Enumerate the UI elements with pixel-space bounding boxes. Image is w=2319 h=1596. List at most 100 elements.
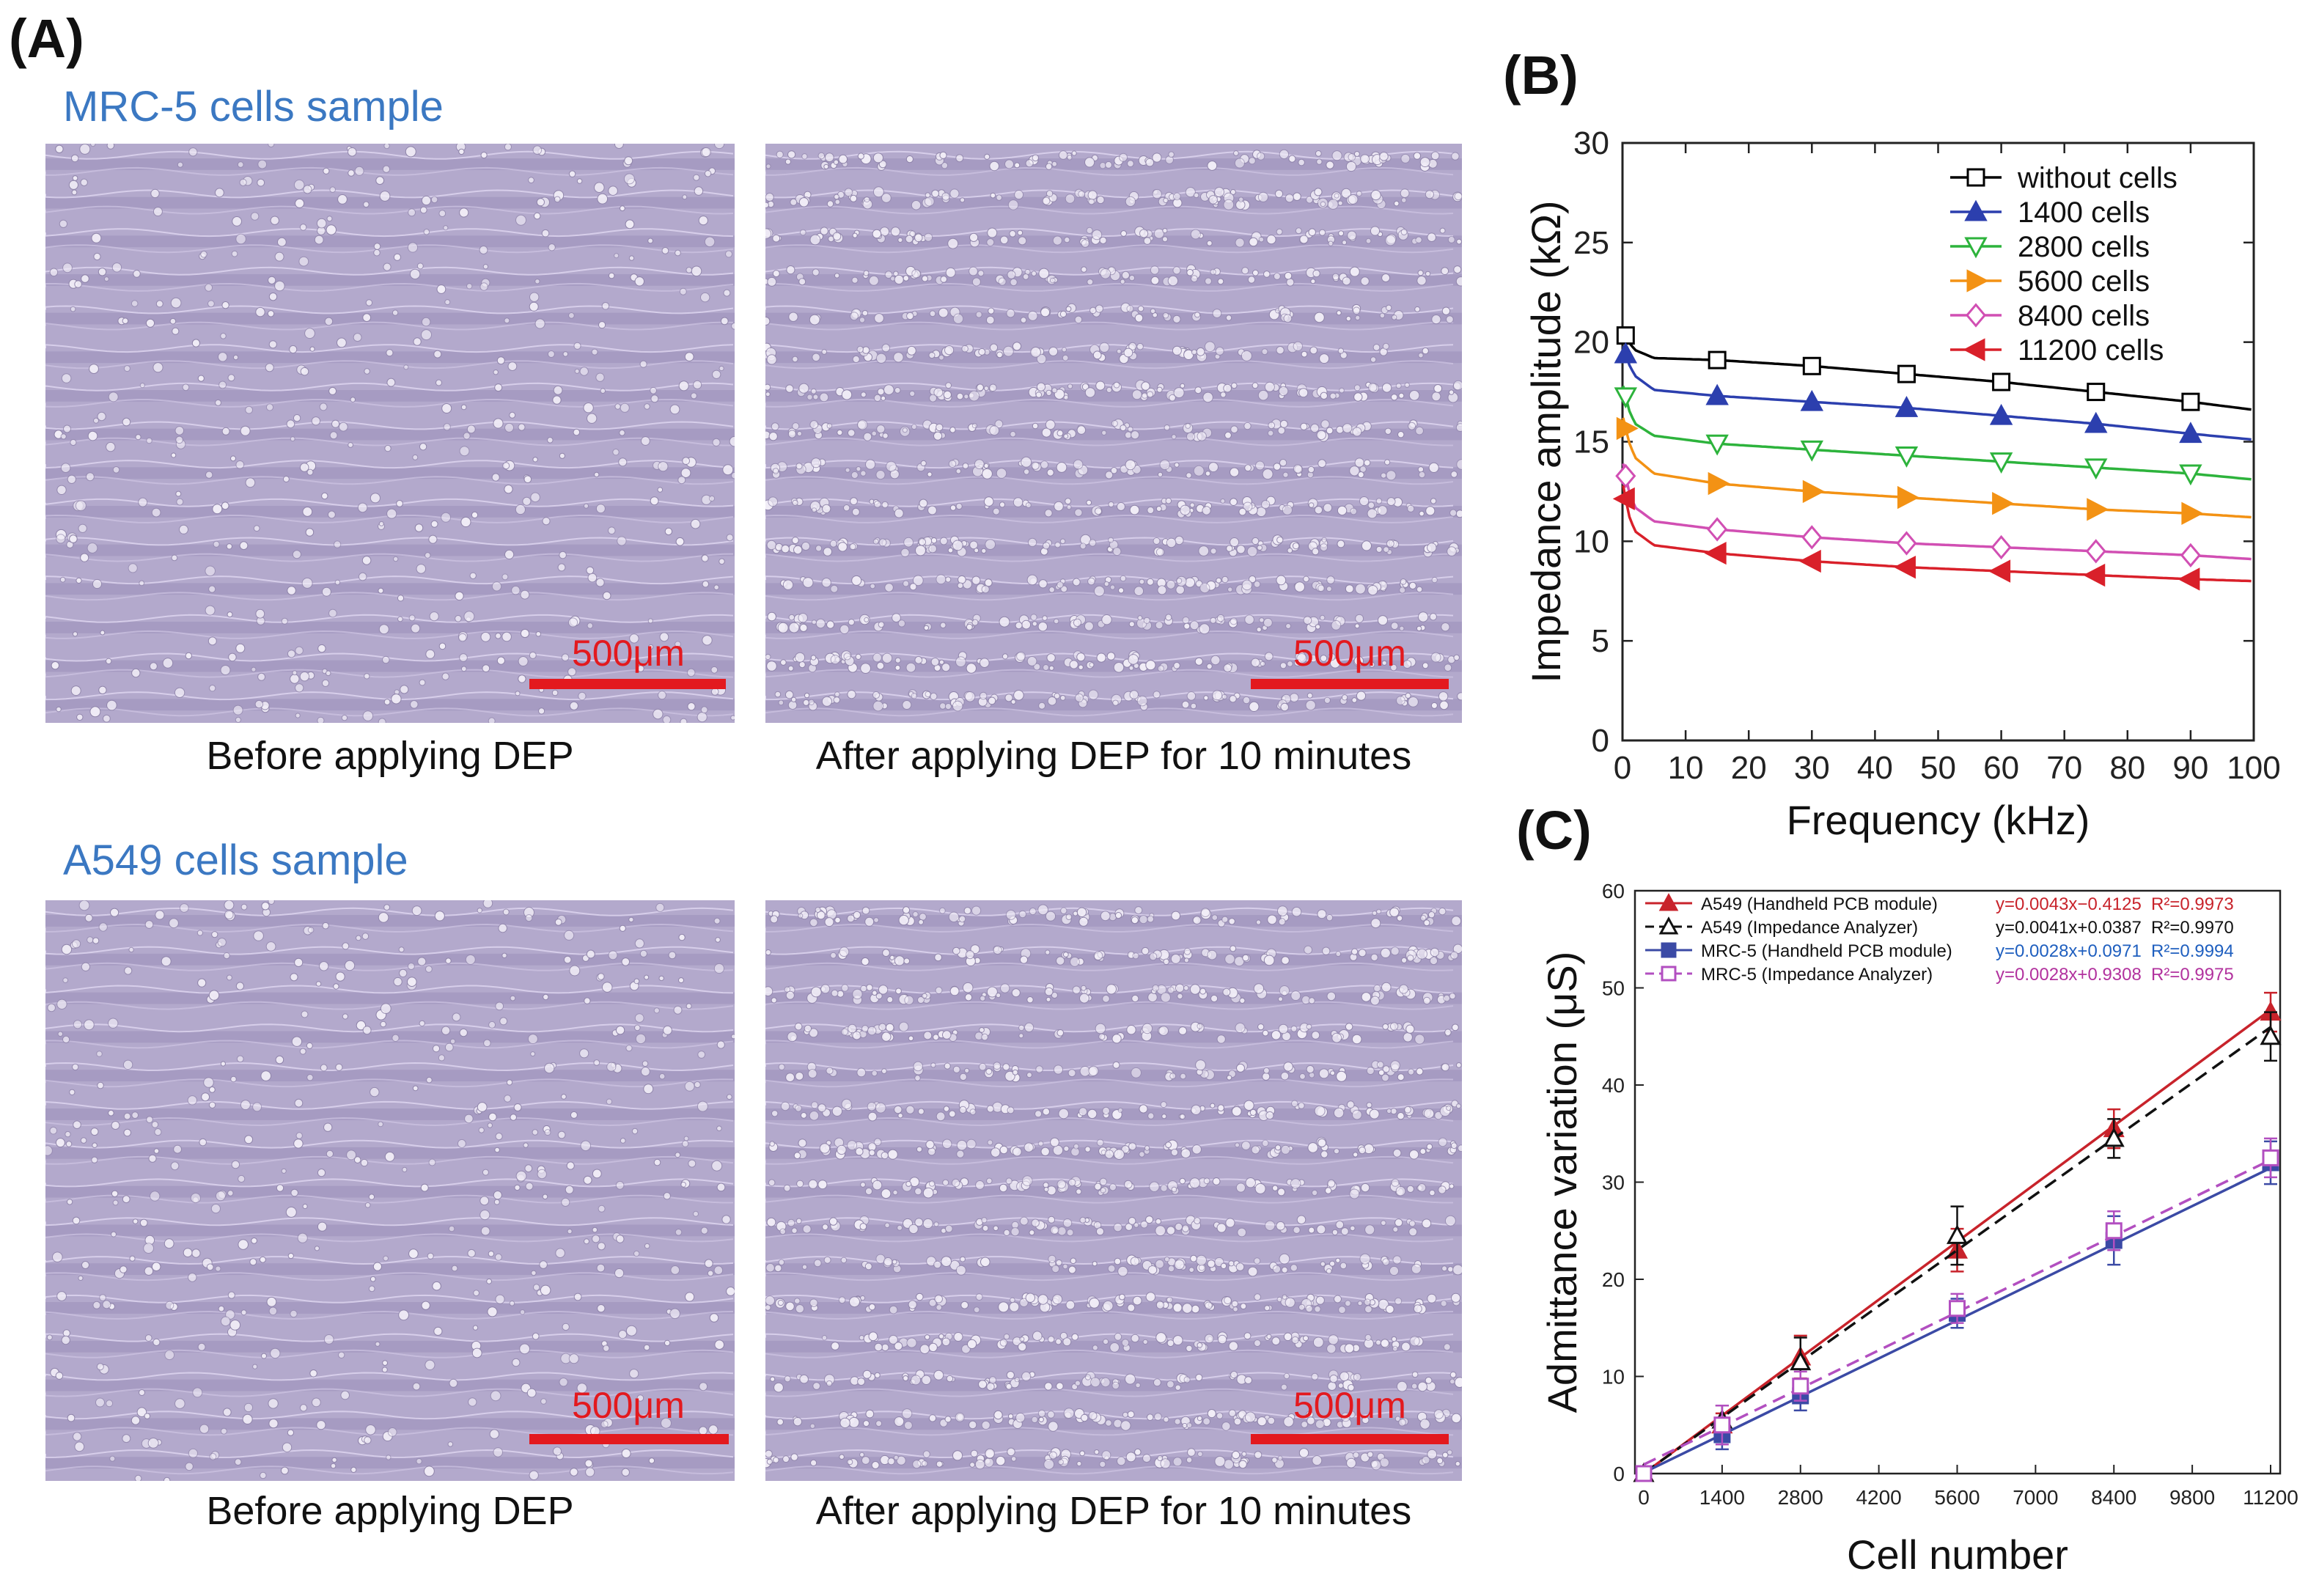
cell bbox=[1202, 506, 1211, 515]
cell bbox=[383, 904, 391, 911]
data-point bbox=[1612, 487, 1635, 511]
cell bbox=[56, 999, 67, 1010]
cell bbox=[200, 251, 207, 258]
cell bbox=[1451, 916, 1462, 927]
cell bbox=[197, 978, 207, 988]
cell bbox=[449, 1038, 456, 1045]
cell bbox=[774, 691, 782, 698]
cell bbox=[147, 1438, 159, 1449]
cell bbox=[1444, 1215, 1456, 1227]
cell bbox=[793, 545, 803, 555]
cell bbox=[463, 432, 471, 440]
electrode-edge bbox=[45, 1388, 734, 1397]
cell bbox=[1263, 955, 1275, 966]
cell bbox=[857, 1378, 866, 1386]
cell bbox=[985, 1448, 995, 1459]
cell bbox=[235, 982, 244, 990]
electrode-edge bbox=[45, 498, 734, 507]
cell bbox=[1263, 271, 1271, 278]
cell bbox=[561, 1094, 567, 1100]
cell bbox=[975, 1180, 985, 1190]
cell bbox=[856, 345, 864, 353]
cell bbox=[1070, 957, 1080, 967]
cell bbox=[841, 1098, 852, 1110]
cell bbox=[206, 1263, 214, 1271]
cell bbox=[1109, 584, 1116, 590]
cell bbox=[912, 911, 919, 918]
cell bbox=[1073, 1143, 1079, 1150]
cell bbox=[1224, 1296, 1232, 1304]
cell bbox=[96, 1363, 104, 1371]
cell bbox=[449, 1378, 458, 1388]
cell bbox=[1172, 315, 1181, 323]
cell bbox=[81, 274, 89, 283]
cell bbox=[1120, 424, 1127, 432]
cell bbox=[1390, 946, 1400, 956]
cell bbox=[1328, 652, 1336, 661]
cell bbox=[1081, 239, 1090, 248]
cell bbox=[1382, 1258, 1390, 1266]
legend-equation: y=0.0041x+0.0387 bbox=[1996, 918, 2142, 938]
cell bbox=[525, 1182, 534, 1191]
cell bbox=[1336, 1070, 1348, 1082]
cell bbox=[772, 234, 781, 243]
cell bbox=[885, 1023, 894, 1032]
cell bbox=[197, 375, 205, 382]
cell bbox=[224, 910, 234, 920]
cell bbox=[704, 1259, 713, 1268]
cell bbox=[1050, 1225, 1059, 1235]
cell bbox=[144, 920, 154, 929]
cell bbox=[587, 413, 598, 424]
cell bbox=[1311, 1031, 1320, 1040]
cell bbox=[770, 915, 779, 924]
cell bbox=[1019, 1298, 1029, 1307]
cell bbox=[493, 369, 499, 375]
cell bbox=[1021, 456, 1032, 468]
cell bbox=[1291, 1336, 1299, 1345]
cell bbox=[1063, 394, 1069, 400]
cell bbox=[875, 1102, 886, 1114]
cell bbox=[1183, 985, 1189, 991]
cell bbox=[633, 978, 640, 985]
cell bbox=[719, 558, 725, 565]
cell bbox=[421, 329, 432, 341]
cell bbox=[1105, 161, 1112, 169]
cell bbox=[544, 1062, 555, 1074]
cell bbox=[412, 1085, 419, 1092]
legend-label: 1400 cells bbox=[2018, 196, 2150, 229]
cell bbox=[1191, 1304, 1200, 1314]
cell bbox=[542, 517, 551, 526]
cell bbox=[602, 591, 611, 600]
electrode-edge bbox=[765, 166, 1454, 176]
cell bbox=[929, 394, 937, 402]
cell bbox=[1171, 1186, 1177, 1193]
cell bbox=[871, 1070, 878, 1077]
cell bbox=[234, 1458, 242, 1466]
cell bbox=[815, 907, 821, 913]
cell bbox=[1231, 1300, 1238, 1308]
cell bbox=[407, 977, 417, 987]
cell bbox=[1136, 695, 1148, 707]
cell bbox=[287, 650, 296, 658]
cell bbox=[845, 467, 850, 473]
cell bbox=[163, 1477, 171, 1481]
cell bbox=[791, 1227, 798, 1234]
legend-marker bbox=[1964, 237, 1988, 259]
series-line bbox=[1622, 345, 2252, 441]
cell bbox=[941, 1337, 951, 1347]
electrode-edge bbox=[45, 205, 734, 215]
data-point bbox=[2105, 1222, 2123, 1240]
cell bbox=[702, 580, 710, 588]
cell bbox=[1221, 916, 1229, 923]
cell bbox=[393, 253, 401, 261]
cell bbox=[1164, 1256, 1170, 1262]
cell bbox=[1353, 1372, 1361, 1381]
cell bbox=[1307, 466, 1315, 474]
cell bbox=[1247, 1266, 1258, 1277]
cell bbox=[1364, 1224, 1375, 1235]
cell bbox=[314, 235, 324, 245]
y-tick-label: 0 bbox=[1613, 1463, 1625, 1485]
cell bbox=[56, 1291, 67, 1301]
cell bbox=[989, 343, 999, 352]
cell bbox=[595, 504, 606, 514]
